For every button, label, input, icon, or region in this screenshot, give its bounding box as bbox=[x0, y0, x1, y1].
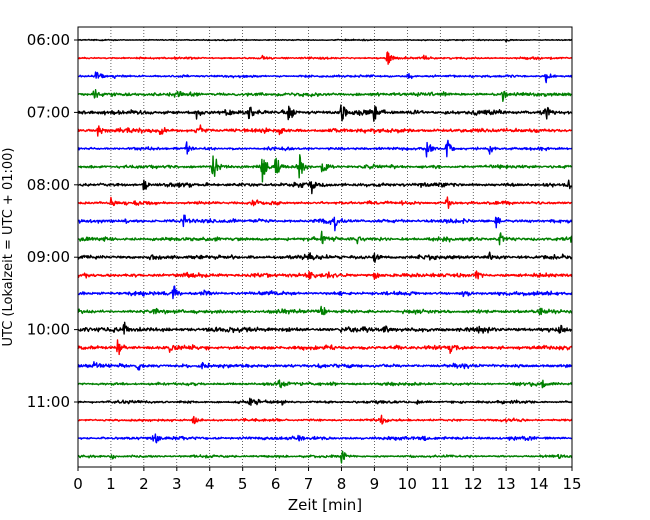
y-tick-label: 09:00 bbox=[27, 248, 70, 266]
x-tick-label: 12 bbox=[464, 475, 483, 493]
x-tick-label: 9 bbox=[370, 475, 380, 493]
seismic-traces bbox=[77, 38, 573, 464]
y-axis-ticks: 06:00 07:00 08:00 09:00 10:00 11:00 bbox=[27, 31, 78, 411]
x-tick-label: 1 bbox=[106, 475, 116, 493]
trace-1015 bbox=[77, 339, 573, 356]
plot-frame bbox=[77, 26, 573, 468]
trace-0845 bbox=[77, 230, 573, 246]
x-tick-label: 10 bbox=[398, 475, 417, 493]
x-tick-label: 13 bbox=[497, 475, 516, 493]
trace-0930 bbox=[77, 285, 573, 300]
x-axis-title: Zeit [min] bbox=[288, 496, 362, 514]
x-tick-label: 3 bbox=[172, 475, 182, 493]
y-axis-title: UTC (Lokalzeit = UTC + 01:00) bbox=[1, 148, 16, 347]
y-tick-label: 07:00 bbox=[27, 103, 70, 121]
trace-0630 bbox=[77, 71, 573, 84]
x-tick-label: 2 bbox=[139, 475, 149, 493]
x-tick-label: 5 bbox=[238, 475, 248, 493]
trace-0815 bbox=[77, 196, 573, 209]
trace-1145 bbox=[77, 450, 573, 464]
trace-0915 bbox=[77, 270, 573, 281]
y-tick-label: 08:00 bbox=[27, 176, 70, 194]
trace-0800 bbox=[77, 179, 573, 195]
trace-1000 bbox=[77, 321, 573, 335]
trace-0645 bbox=[77, 89, 573, 103]
trace-1045 bbox=[77, 379, 573, 389]
trace-0945 bbox=[77, 305, 573, 316]
x-tick-label: 8 bbox=[337, 475, 347, 493]
y-tick-label: 11:00 bbox=[27, 393, 70, 411]
x-tick-label: 7 bbox=[304, 475, 314, 493]
trace-0600 bbox=[77, 38, 573, 43]
trace-0700 bbox=[77, 104, 573, 122]
x-axis-ticks: 0 1 2 3 4 5 6 7 8 9 10 11 12 13 14 15 bbox=[73, 467, 582, 493]
trace-0900 bbox=[77, 251, 573, 263]
grid-lines bbox=[110, 27, 540, 467]
trace-1100 bbox=[77, 397, 573, 406]
trace-1130 bbox=[77, 433, 573, 444]
x-tick-label: 15 bbox=[562, 475, 581, 493]
trace-0730 bbox=[77, 139, 573, 158]
trace-0745 bbox=[77, 154, 573, 183]
trace-1115 bbox=[77, 414, 573, 425]
trace-0615 bbox=[77, 51, 573, 65]
trace-0715 bbox=[77, 124, 573, 137]
x-tick-label: 4 bbox=[205, 475, 215, 493]
x-tick-label: 14 bbox=[530, 475, 549, 493]
y-tick-label: 10:00 bbox=[27, 321, 70, 339]
x-tick-label: 0 bbox=[73, 475, 83, 493]
x-tick-label: 11 bbox=[431, 475, 450, 493]
y-tick-label: 06:00 bbox=[27, 31, 70, 49]
x-tick-label: 6 bbox=[271, 475, 281, 493]
trace-1030 bbox=[77, 361, 573, 371]
trace-0830 bbox=[77, 214, 573, 232]
